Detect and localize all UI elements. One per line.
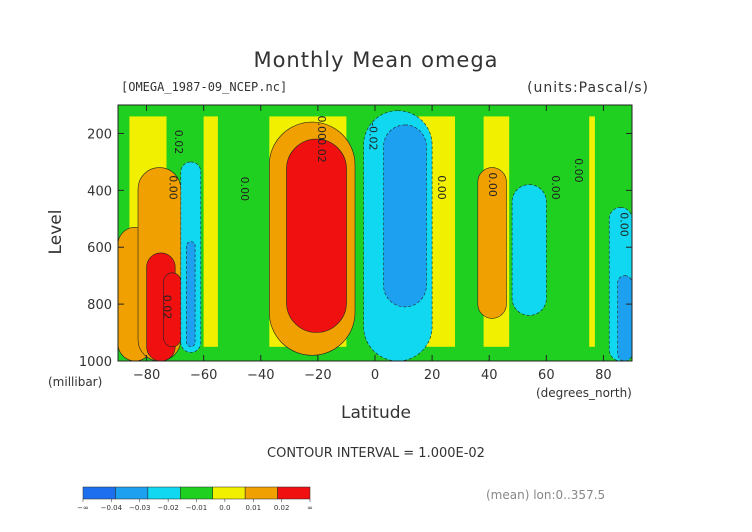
contour-label: 0.00: [238, 177, 251, 202]
contour-label: 0.00: [435, 175, 448, 200]
contour-label: 0.02: [315, 138, 328, 163]
y-tick-label: 1000: [79, 355, 112, 370]
y-tick-label: 600: [87, 241, 112, 256]
colorbar-label: 0.02: [274, 504, 290, 512]
colorbar-label: −∞: [77, 504, 89, 512]
contour-label: 0.02: [172, 130, 185, 155]
x-tick-label: −60: [190, 368, 217, 383]
contour-label: 0.00: [618, 212, 631, 237]
x-axis-unit: (degrees_north): [536, 386, 632, 400]
colorbar-label: 0.0: [219, 504, 230, 512]
colorbar-swatch: [277, 486, 311, 500]
colorbar-swatch: [115, 486, 149, 500]
y-tick-label: 400: [87, 184, 112, 199]
colorbar-swatch: [82, 486, 116, 500]
colorbar-swatch: [212, 486, 246, 500]
contour-region: [217, 105, 270, 361]
contour-region: [511, 184, 547, 316]
x-tick-label: −40: [247, 368, 274, 383]
x-tick-label: 0: [371, 368, 379, 383]
contour-region: [617, 275, 632, 361]
contour-region: [383, 124, 427, 308]
contour-label: -0.02: [366, 122, 379, 150]
contour-label: 0.00: [572, 158, 585, 183]
colorbar-swatch: [244, 486, 278, 500]
x-tick-label: 80: [595, 368, 612, 383]
colorbar-label: −0.01: [186, 504, 207, 512]
colorbar-label: −0.03: [129, 504, 150, 512]
y-tick-label: 200: [87, 127, 112, 142]
contour-region: [286, 138, 347, 333]
colorbar: −∞ −0.04 −0.03 −0.02 −0.01 0.0 0.01 0.02 ∞: [77, 486, 313, 512]
contour-plot-area: [118, 105, 632, 361]
colorbar-swatch: [180, 486, 213, 500]
contour-label: 0.00: [549, 175, 562, 200]
mean-longitude-note: (mean) lon:0..357.5: [486, 488, 606, 502]
x-axis-title: Latitude: [341, 403, 411, 423]
x-tick-label: 60: [538, 368, 555, 383]
axes: −80 −60 −40 −20 0 20 40 60 80 200 400 600 800 1000: [79, 105, 632, 383]
x-tick-label: 20: [424, 368, 441, 383]
chart-title: Monthly Mean omega: [253, 48, 499, 72]
y-axis-unit: (millibar): [48, 375, 103, 389]
contour-interval-note: CONTOUR INTERVAL = 1.000E-02: [267, 446, 485, 461]
y-tick-label: 800: [87, 298, 112, 313]
contour-label: 0.00: [315, 116, 328, 141]
colorbar-label: −0.02: [157, 504, 178, 512]
contour-region: [186, 241, 196, 347]
x-tick-label: 40: [481, 368, 498, 383]
source-file-label: [OMEGA_1987-09_NCEP.nc]: [121, 80, 288, 94]
colorbar-label: −0.04: [101, 504, 123, 512]
colorbar-swatch: [147, 486, 181, 500]
contour-label: 0.00: [166, 175, 179, 200]
contour-labels: 0.020.00 0.000.020.00 -0.020.00 0.00 0.000.0…: [161, 116, 631, 320]
x-tick-label: −20: [304, 368, 331, 383]
colorbar-label: ∞: [307, 504, 313, 512]
contour-region: [118, 346, 632, 361]
contour-label: 0.00: [486, 172, 499, 197]
contour-region: [477, 167, 507, 319]
units-label: (units:Pascal/s): [527, 80, 649, 96]
x-tick-label: −80: [133, 368, 160, 383]
colorbar-label: 0.01: [245, 504, 261, 512]
contour-label: 0.02: [161, 295, 174, 320]
